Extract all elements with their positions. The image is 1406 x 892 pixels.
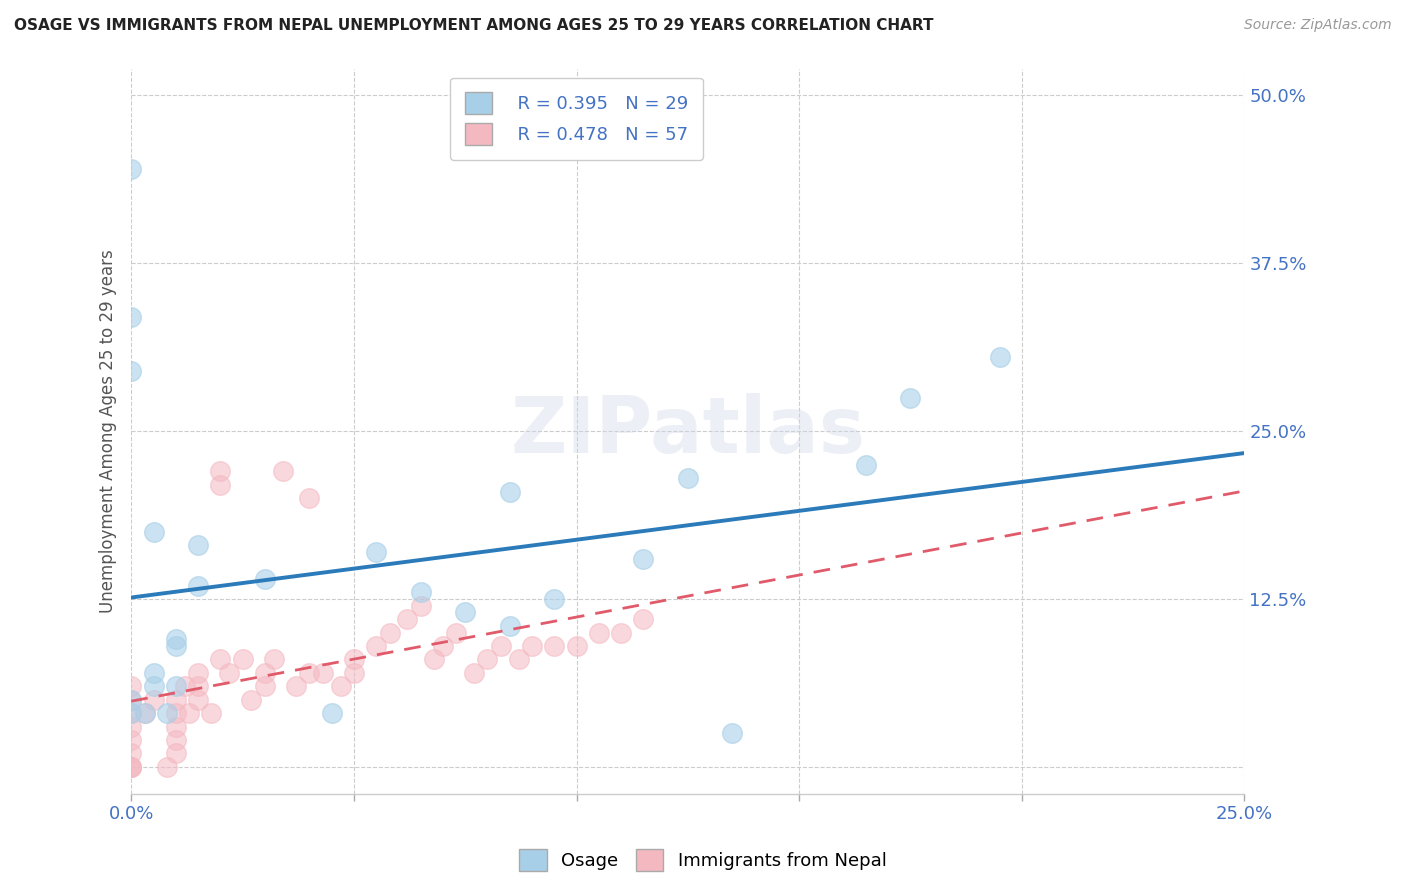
Point [499,619,522,633]
Point [232,652,254,666]
Point [120,692,142,706]
Point [633,551,655,566]
Point [312,665,335,680]
Point [366,545,388,559]
Text: Source: ZipAtlas.com: Source: ZipAtlas.com [1244,18,1392,32]
Point [520,639,543,653]
Point [253,679,276,693]
Point [179,706,201,720]
Point [165,706,187,720]
Point [134,706,156,720]
Point [343,665,366,680]
Point [165,692,187,706]
Point [165,747,187,761]
Point [366,639,388,653]
Point [120,364,142,378]
Point [900,391,922,405]
Point [565,639,588,653]
Point [423,652,446,666]
Point [298,665,321,680]
Point [321,706,343,720]
Point [855,458,877,472]
Point [543,639,565,653]
Point [463,665,485,680]
Point [120,162,142,177]
Point [209,478,232,492]
Point [187,665,209,680]
Point [165,632,187,647]
Point [633,612,655,626]
Point [446,625,468,640]
Point [409,599,432,613]
Point [378,625,401,640]
Point [209,652,232,666]
Point [263,652,285,666]
Point [120,706,142,720]
Point [432,639,454,653]
Point [165,733,187,747]
Point [477,652,499,666]
Point [120,760,142,774]
Point [499,484,522,499]
Point [156,760,179,774]
Point [142,665,165,680]
Point [200,706,222,720]
Point [134,706,156,720]
Point [187,578,209,592]
Point [187,538,209,552]
Y-axis label: Unemployment Among Ages 25 to 29 years: Unemployment Among Ages 25 to 29 years [100,249,117,613]
Point [543,591,565,606]
Point [187,692,209,706]
Point [120,733,142,747]
Point [988,350,1011,364]
Point [610,625,633,640]
Text: OSAGE VS IMMIGRANTS FROM NEPAL UNEMPLOYMENT AMONG AGES 25 TO 29 YEARS CORRELATIO: OSAGE VS IMMIGRANTS FROM NEPAL UNEMPLOYM… [14,18,934,33]
Point [271,464,294,478]
Point [120,747,142,761]
Point [120,760,142,774]
Point [508,652,530,666]
Point [142,524,165,539]
Legend:   R = 0.395   N = 29,   R = 0.478   N = 57: R = 0.395 N = 29, R = 0.478 N = 57 [450,78,703,160]
Point [396,612,419,626]
Point [165,679,187,693]
Point [329,679,352,693]
Point [209,464,232,478]
Point [285,679,308,693]
Point [120,679,142,693]
Point [409,585,432,599]
Point [721,726,744,740]
Point [120,310,142,324]
Point [489,639,512,653]
Point [298,491,321,506]
Point [165,719,187,733]
Point [454,606,477,620]
Point [240,692,263,706]
Point [120,719,142,733]
Point [676,471,699,485]
Point [343,652,366,666]
Legend: Osage, Immigrants from Nepal: Osage, Immigrants from Nepal [512,842,894,879]
Point [187,679,209,693]
Point [120,692,142,706]
Point [142,692,165,706]
Point [156,706,179,720]
Point [120,760,142,774]
Point [142,679,165,693]
Point [253,665,276,680]
Point [588,625,610,640]
Point [120,706,142,720]
Point [218,665,240,680]
Point [253,572,276,586]
Point [173,679,195,693]
Text: ZIPatlas: ZIPatlas [510,393,865,469]
Point [165,639,187,653]
